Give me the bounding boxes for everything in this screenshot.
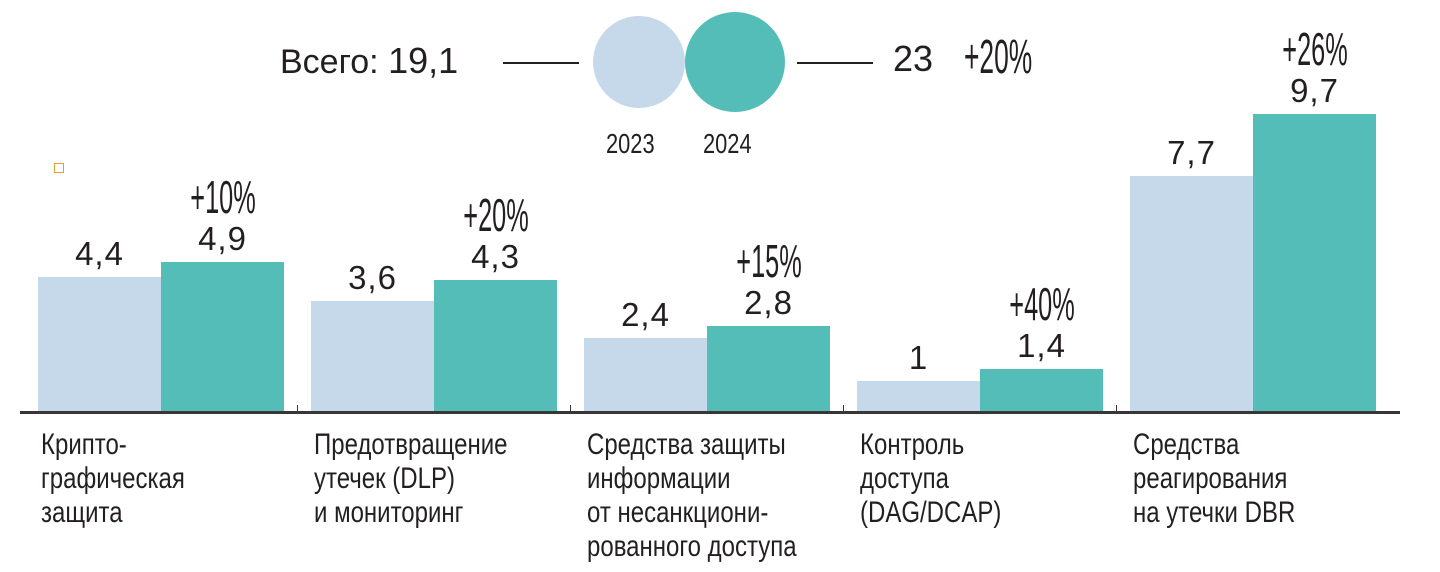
- value-label-2023: 2,4: [621, 296, 670, 334]
- bar-2024: [434, 279, 557, 412]
- total-2023: Всего: 19,1: [280, 40, 458, 82]
- total-2024-value: 23: [893, 38, 934, 79]
- category-label-line: доступа: [860, 462, 949, 495]
- bar-2023: [857, 381, 980, 412]
- marker-square: [54, 163, 64, 173]
- value-label-2023: 7,7: [1167, 133, 1216, 171]
- value-label-2024: 1,4: [1017, 327, 1066, 365]
- change-label: +20%: [462, 188, 529, 241]
- category-label-line: Предотвращение: [314, 428, 508, 461]
- category-label: Контроль доступа (DAG/DCAP): [860, 428, 1001, 530]
- category-label-line: защита: [41, 496, 123, 529]
- connector-line-left: [503, 62, 579, 64]
- category-label-line: графическая: [41, 462, 185, 495]
- value-label-2023: 4,4: [75, 234, 124, 272]
- category-label-line: на утечки DBR: [1133, 496, 1296, 529]
- value-label-2024: 9,7: [1290, 72, 1339, 110]
- change-label: +26%: [1281, 23, 1348, 76]
- bar-2024: [161, 261, 284, 412]
- total-change: +20%: [964, 31, 1033, 84]
- change-label: +15%: [735, 235, 802, 288]
- legend-circle-2024: [685, 12, 785, 112]
- category-label-line: реагирования: [1133, 462, 1288, 495]
- total-2023-value: 19,1: [388, 40, 459, 81]
- value-label-2023: 1: [908, 339, 929, 377]
- category-label-line: информации: [587, 462, 731, 495]
- change-label: +10%: [189, 170, 256, 223]
- legend-label-2023: 2023: [606, 128, 655, 159]
- value-label-2024: 4,9: [198, 219, 247, 257]
- category-label: Предотвращение утечек (DLP) и мониторинг: [314, 428, 508, 530]
- bar-2023: [311, 301, 434, 412]
- category-label-line: Крипто-: [41, 428, 127, 461]
- category-label-line: Средства защиты: [587, 428, 786, 461]
- category-label-line: (DAG/DCAP): [860, 496, 1002, 529]
- value-label-2024: 2,8: [744, 284, 793, 322]
- category-label-line: утечек (DLP): [314, 462, 455, 495]
- bar-2023: [1130, 175, 1253, 412]
- legend-circle-2023: [593, 16, 685, 108]
- bar-2023: [584, 338, 707, 412]
- category-label: Средства защиты информации от несанкциони-…: [587, 428, 797, 564]
- category-label: Крипто-графическая защита: [41, 428, 185, 530]
- category-label-line: от несанкциони-: [587, 496, 769, 529]
- x-axis: [20, 411, 1400, 414]
- axis-tick: [1116, 405, 1117, 413]
- axis-tick: [297, 405, 298, 413]
- axis-tick: [570, 405, 571, 413]
- total-label: Всего:: [280, 43, 379, 81]
- bar-2023: [38, 276, 161, 412]
- bar-2024: [707, 326, 830, 412]
- category-label-line: Контроль: [860, 428, 965, 461]
- value-label-2023: 3,6: [348, 259, 397, 297]
- value-label-2024: 4,3: [471, 237, 520, 275]
- bar-2024: [1253, 114, 1376, 412]
- connector-line-right: [797, 62, 873, 64]
- change-label: +40%: [1008, 278, 1075, 331]
- bar-2024: [980, 369, 1103, 412]
- category-label: Средства реагирования на утечки DBR: [1133, 428, 1295, 530]
- legend-label-2024: 2024: [703, 128, 752, 159]
- category-label-line: и мониторинг: [314, 496, 464, 529]
- axis-tick: [843, 405, 844, 413]
- category-label-line: Средства: [1133, 428, 1240, 461]
- category-label-line: рованного доступа: [587, 530, 797, 563]
